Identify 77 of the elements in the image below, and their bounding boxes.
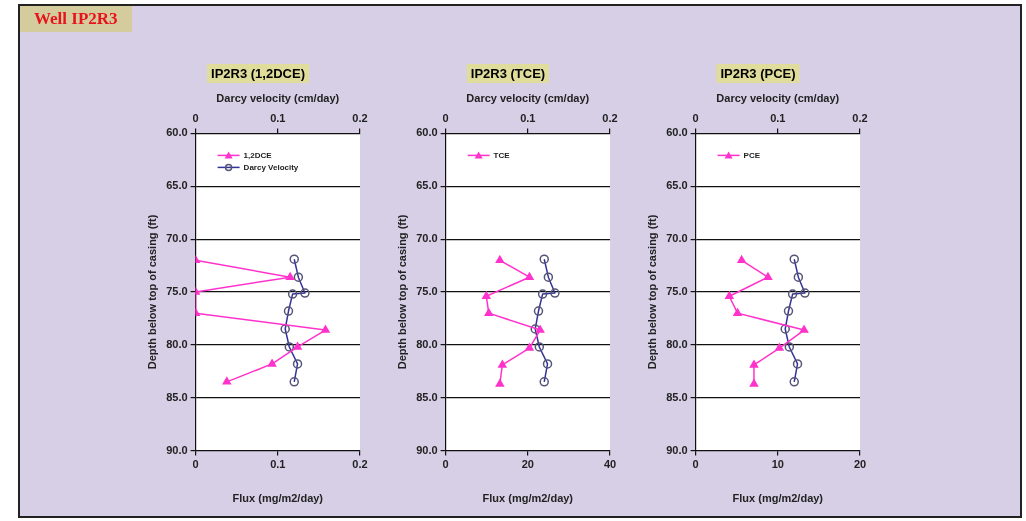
x2-tick-label: 0 <box>442 111 449 124</box>
y-tick-label: 85.0 <box>166 390 188 403</box>
point <box>749 379 759 387</box>
legend-label: TCE <box>493 150 511 160</box>
point <box>725 291 734 299</box>
y-tick-label: 60.0 <box>416 126 438 139</box>
x2-axis-title: Darcy velocity (cm/day) <box>216 91 340 104</box>
y-tick-label: 65.0 <box>666 179 688 192</box>
x2-tick-label: 0.2 <box>852 111 868 124</box>
x-tick-label: 20 <box>521 458 534 471</box>
x-tick-label: 0.1 <box>270 458 286 471</box>
point <box>293 342 302 350</box>
x2-tick-label: 0.1 <box>770 111 786 124</box>
legend-label: PCE <box>743 150 761 160</box>
point <box>733 308 742 316</box>
point <box>285 272 295 280</box>
y-tick-label: 90.0 <box>416 443 438 456</box>
point <box>484 308 493 316</box>
y-tick-label: 80.0 <box>416 337 438 350</box>
x2-tick-label: 0.1 <box>270 111 286 124</box>
x2-tick-label: 0 <box>692 111 699 124</box>
point <box>525 343 534 351</box>
x-axis-title: Flux (mg/m2/day) <box>232 492 324 505</box>
y-tick-label: 85.0 <box>666 390 688 403</box>
legend-label: Darcy Velocity <box>243 162 299 172</box>
point <box>482 291 491 299</box>
x-tick-label: 0 <box>192 458 199 471</box>
point <box>498 360 507 368</box>
x-tick-label: 20 <box>853 458 867 471</box>
y-tick-label: 90.0 <box>666 443 688 456</box>
y-tick-label: 80.0 <box>166 337 188 350</box>
point <box>321 325 330 333</box>
y-tick-label: 70.0 <box>416 232 438 245</box>
x-tick-label: 0 <box>692 458 699 471</box>
point <box>763 272 773 280</box>
x-tick-label: 10 <box>771 458 784 471</box>
x2-axis-title: Darcy velocity (cm/day) <box>716 91 840 104</box>
point <box>267 359 277 367</box>
y-axis-title: Depth below top of casing (ft) <box>395 214 408 370</box>
y-tick-label: 75.0 <box>666 285 688 298</box>
y-tick-label: 75.0 <box>416 285 438 298</box>
x2-tick-label: 0 <box>192 111 199 124</box>
point <box>775 343 784 351</box>
x2-tick-label: 0.2 <box>602 111 618 124</box>
x-tick-label: 40 <box>603 458 617 471</box>
x-axis-title: Flux (mg/m2/day) <box>482 492 574 505</box>
y-tick-label: 70.0 <box>166 232 188 245</box>
point <box>535 325 545 333</box>
y-axis-title: Depth below top of casing (ft) <box>645 214 658 370</box>
x-axis-title: Flux (mg/m2/day) <box>732 492 824 505</box>
y-tick-label: 80.0 <box>666 337 688 350</box>
y-tick-label: 65.0 <box>416 179 438 192</box>
chart-title: IP2R3 (PCE) <box>716 64 800 83</box>
y-tick-label: 90.0 <box>166 443 188 456</box>
point <box>495 379 505 387</box>
x2-tick-label: 0.2 <box>352 111 368 124</box>
point <box>737 255 746 264</box>
chart-title: IP2R3 (1,2DCE) <box>207 64 309 83</box>
x2-axis-title: Darcy velocity (cm/day) <box>466 91 590 104</box>
y-axis-title: Depth below top of casing (ft) <box>145 214 158 370</box>
text: Well IP2R3 <box>20 6 132 32</box>
y-tick-label: 65.0 <box>166 179 188 192</box>
point <box>749 360 759 368</box>
chart-title: IP2R3 (TCE) <box>466 64 550 83</box>
legend-label: 1,2DCE <box>243 150 273 160</box>
x-tick-label: 0.2 <box>352 458 368 471</box>
y-tick-label: 60.0 <box>666 126 688 139</box>
point <box>495 255 505 264</box>
point <box>525 272 534 280</box>
x-tick-label: 0 <box>442 458 449 471</box>
point <box>799 325 809 333</box>
y-tick-label: 60.0 <box>166 126 188 139</box>
y-tick-label: 70.0 <box>666 232 688 245</box>
x2-tick-label: 0.1 <box>520 111 536 124</box>
y-tick-label: 75.0 <box>166 285 188 298</box>
y-tick-label: 85.0 <box>416 390 438 403</box>
point <box>222 377 232 385</box>
